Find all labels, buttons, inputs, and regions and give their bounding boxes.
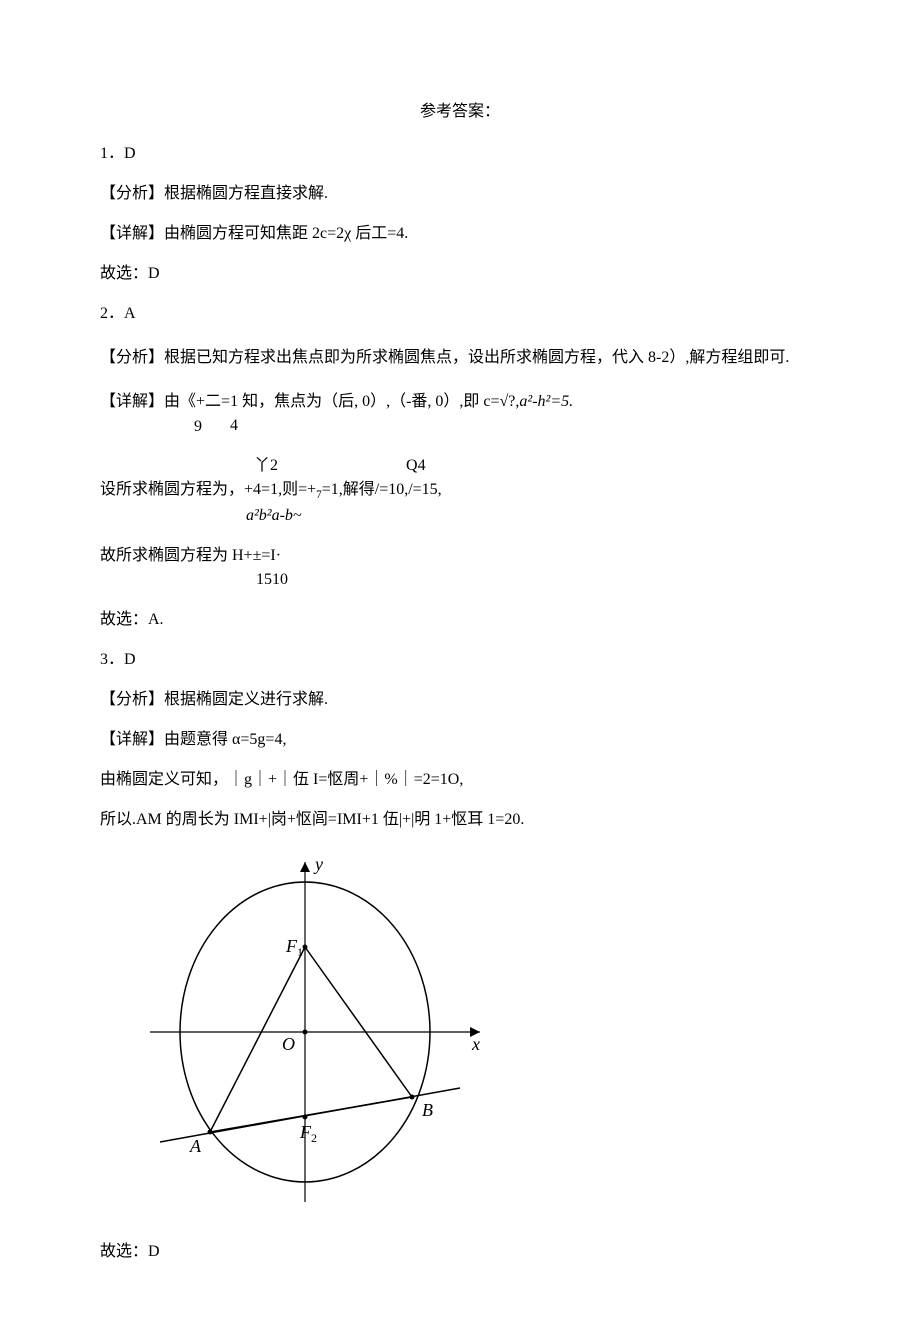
svg-text:A: A <box>189 1136 202 1156</box>
q1-detail-label: 【详解】 <box>100 225 164 242</box>
q2-conclude-text: 故选：A. <box>100 611 164 628</box>
q2-d1-frac-bot: 4 <box>230 417 238 434</box>
q2-number-text: 2．A <box>100 305 136 322</box>
q2-d2-post: =1,解得/=10,/=15, <box>322 481 442 498</box>
q3-conclude: 故选：D <box>100 1240 820 1264</box>
q2-conclude: 故选：A. <box>100 608 820 632</box>
q1-conclude-text: 故选：D <box>100 265 160 282</box>
svg-text:O: O <box>282 1034 295 1054</box>
svg-text:F1: F1 <box>285 936 303 959</box>
q2-d2-mid: +4=1,则=+ <box>244 481 316 498</box>
q1-analysis: 【分析】根据椭圆方程直接求解. <box>100 182 820 206</box>
q3-detail-3: 所以.AM 的周长为 IMI+|岗+怄闾=IMI+1 伍|+|明 1+怄耳 1=… <box>100 808 820 832</box>
svg-text:x: x <box>471 1034 480 1054</box>
q2-analysis-text: 根据已知方程求出焦点即为所求椭圆焦点，设出所求椭圆方程，代入 8-2）,解方程组… <box>164 349 789 366</box>
q3-detail-label: 【详解】 <box>100 731 164 748</box>
page-title: 参考答案： <box>100 100 820 124</box>
svg-text:B: B <box>422 1100 433 1120</box>
q2-d3-pre: 故所求椭圆方程为 H+±=I· <box>100 547 281 564</box>
q3-number: 3．D <box>100 648 820 672</box>
q3-d1: 由题意得 α=5g=4, <box>164 731 286 748</box>
page: 参考答案： 1．D 【分析】根据椭圆方程直接求解. 【详解】由椭圆方程可知焦距 … <box>0 0 920 1320</box>
q1-number-text: 1．D <box>100 145 136 162</box>
q2-d2-f3t: Q4 <box>406 457 426 474</box>
q2-d1-eq: a²-h²=5. <box>519 393 573 410</box>
q3-number-text: 3．D <box>100 651 136 668</box>
q3-detail-2: 由椭圆定义可知，｜g｜+｜伍 I=怄周+｜%｜=2=1O, <box>100 768 820 792</box>
svg-text:y: y <box>313 854 323 874</box>
q1-analysis-label: 【分析】 <box>100 185 164 202</box>
q2-d2-pre: 设所求椭圆方程为， <box>100 481 244 498</box>
svg-text:F2: F2 <box>299 1122 317 1145</box>
q2-d2-f2b: a²b²a-b~ <box>246 507 302 524</box>
ellipse-svg: F1 F2 A B Oy x <box>140 852 500 1212</box>
ellipse-diagram: F1 F2 A B Oy x <box>140 852 820 1220</box>
q1-detail-text: 由椭圆方程可知焦距 2c=2χ 后工=4. <box>164 225 408 242</box>
q2-number: 2．A <box>100 302 820 326</box>
q3-d2: 由椭圆定义可知，｜g｜+｜伍 I=怄周+｜%｜=2=1O, <box>100 771 463 788</box>
q3-detail-1: 【详解】由题意得 α=5g=4, <box>100 728 820 752</box>
title-text: 参考答案： <box>420 103 500 120</box>
q3-analysis: 【分析】根据椭圆定义进行求解. <box>100 688 820 712</box>
q1-number: 1．D <box>100 142 820 166</box>
q1-detail: 【详解】由椭圆方程可知焦距 2c=2χ 后工=4. <box>100 222 820 246</box>
q3-d3: 所以.AM 的周长为 IMI+|岗+怄闾=IMI+1 伍|+|明 1+怄耳 1=… <box>100 811 524 828</box>
q3-analysis-text: 根据椭圆定义进行求解. <box>164 691 328 708</box>
q2-detail-line3: 故所求椭圆方程为 H+±=I· 1510 <box>100 544 820 592</box>
q2-analysis: 【分析】根据已知方程求出焦点即为所求椭圆焦点，设出所求椭圆方程，代入 8-2）,… <box>100 342 820 374</box>
q3-analysis-label: 【分析】 <box>100 691 164 708</box>
q2-analysis-label: 【分析】 <box>100 349 164 366</box>
q2-d1-pre: 由《+二=1 知，焦点为（后, 0）,（-番, 0）,即 c=√?, <box>164 393 519 410</box>
q3-conclude-text: 故选：D <box>100 1243 160 1260</box>
q2-d3-frac: 1510 <box>256 571 288 588</box>
q1-analysis-text: 根据椭圆方程直接求解. <box>164 185 328 202</box>
q2-d1-frac: 9 <box>194 418 202 436</box>
q1-conclude: 故选：D <box>100 262 820 286</box>
q2-detail-line1: 【详解】由《+二=1 知，焦点为（后, 0）,（-番, 0）,即 c=√?,a²… <box>100 390 820 438</box>
q2-d2-f2t: 丫2 <box>254 457 278 474</box>
q2-detail-line2: 丫2 Q4 设所求椭圆方程为，+4=1,则=+7=1,解得/=10,/=15, … <box>100 454 820 528</box>
q2-d1-frac-top: 9 <box>194 418 202 436</box>
q2-detail-label: 【详解】 <box>100 393 164 410</box>
